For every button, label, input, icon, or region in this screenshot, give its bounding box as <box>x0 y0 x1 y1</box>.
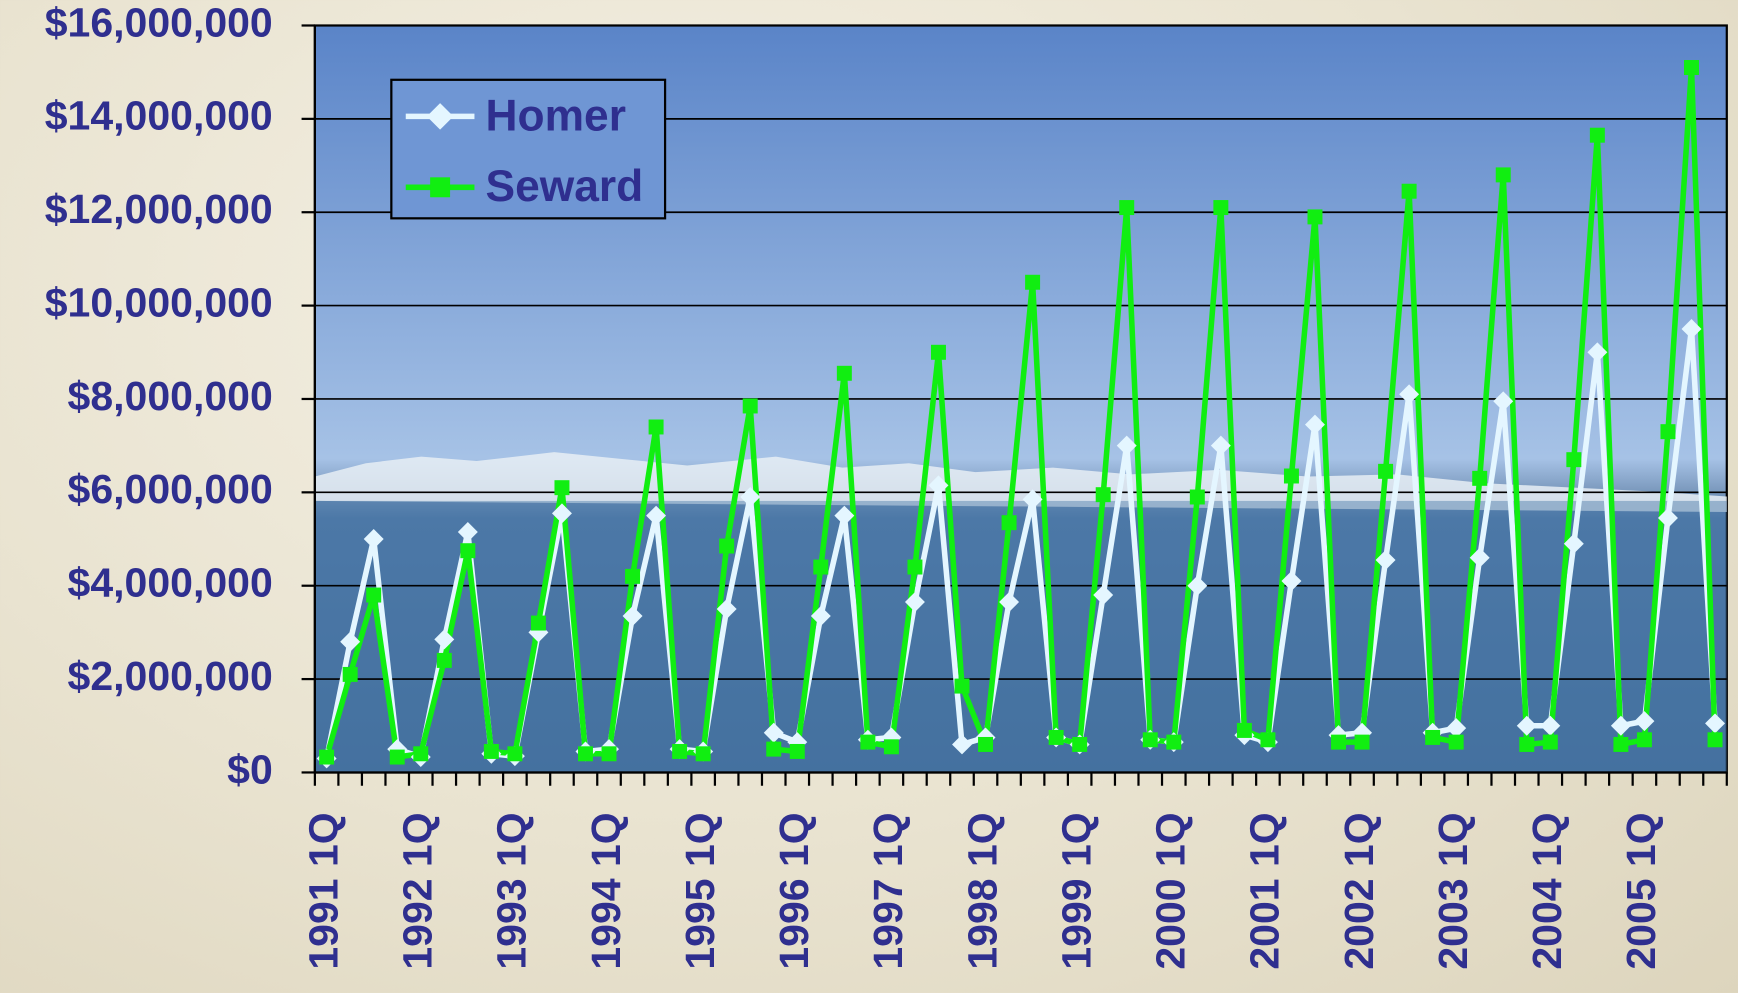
square-marker <box>1213 200 1228 215</box>
square-marker <box>1449 735 1464 750</box>
y-tick-label: $8,000,000 <box>68 373 273 419</box>
square-marker <box>1566 452 1581 467</box>
x-tick-label: 2005 1Q <box>1618 812 1664 969</box>
square-marker <box>907 560 922 575</box>
x-tick-label: 1996 1Q <box>771 812 817 969</box>
square-marker <box>484 744 499 759</box>
square-marker <box>1190 490 1205 505</box>
square-marker <box>531 616 546 631</box>
square-marker <box>1308 209 1323 224</box>
chart: Homer Seward $0 $2,000,000 $4,000,000 $6,000… <box>0 0 1738 993</box>
square-marker <box>1425 730 1440 745</box>
square-marker <box>1096 487 1111 502</box>
square-marker <box>1002 515 1017 530</box>
x-tick-label: 1994 1Q <box>583 812 629 969</box>
y-tick-label: $2,000,000 <box>68 653 273 699</box>
x-tick-label: 1992 1Q <box>395 812 441 969</box>
square-marker <box>1284 469 1299 484</box>
square-marker <box>719 539 734 554</box>
square-marker <box>578 746 593 761</box>
square-marker <box>649 420 664 435</box>
square-marker <box>366 588 381 603</box>
square-marker <box>1660 424 1675 439</box>
square-marker <box>790 744 805 759</box>
square-marker <box>1684 60 1699 75</box>
square-marker <box>1049 730 1064 745</box>
square-marker <box>1260 732 1275 747</box>
x-tick-label: 2003 1Q <box>1430 812 1476 969</box>
square-marker <box>1237 723 1252 738</box>
square-marker <box>1472 471 1487 486</box>
square-marker <box>1496 167 1511 182</box>
square-marker <box>884 739 899 754</box>
square-marker <box>1072 737 1087 752</box>
square-marker <box>1519 737 1534 752</box>
square-marker <box>743 398 758 413</box>
x-tick-label: 1998 1Q <box>959 812 1005 969</box>
x-tick-label: 2000 1Q <box>1148 812 1194 969</box>
square-marker <box>1025 275 1040 290</box>
square-marker <box>507 746 522 761</box>
x-tick-label: 2002 1Q <box>1336 812 1382 969</box>
square-marker <box>1143 732 1158 747</box>
square-marker <box>1402 184 1417 199</box>
x-tick-label: 2001 1Q <box>1242 812 1288 969</box>
y-tick-label: $12,000,000 <box>45 186 273 232</box>
square-marker <box>413 746 428 761</box>
x-tick-label: 1995 1Q <box>677 812 723 969</box>
square-marker <box>813 560 828 575</box>
square-marker <box>1355 735 1370 750</box>
square-marker <box>931 345 946 360</box>
y-tick-label: $10,000,000 <box>45 279 273 325</box>
square-marker <box>554 480 569 495</box>
page: {"chart_data": {"type": "line", "categor… <box>0 0 1738 993</box>
x-tick-label: 1991 1Q <box>300 812 346 969</box>
square-marker <box>1708 732 1723 747</box>
square-marker <box>1378 464 1393 479</box>
y-tick-label: $14,000,000 <box>45 93 273 139</box>
x-tick-label: 1997 1Q <box>865 812 911 969</box>
square-marker <box>978 737 993 752</box>
square-marker <box>1543 735 1558 750</box>
square-marker <box>1331 735 1346 750</box>
square-marker <box>430 177 450 197</box>
square-marker <box>1166 735 1181 750</box>
square-marker <box>1637 732 1652 747</box>
square-marker <box>437 653 452 668</box>
x-tick-label: 1993 1Q <box>489 812 535 969</box>
square-marker <box>602 746 617 761</box>
y-tick-label: $0 <box>227 746 273 792</box>
legend-label: Homer <box>486 91 626 140</box>
x-tick-label: 2004 1Q <box>1524 812 1570 969</box>
legend-label: Seward <box>486 162 644 211</box>
square-marker <box>390 750 405 765</box>
y-tick-label: $4,000,000 <box>68 560 273 606</box>
square-marker <box>343 667 358 682</box>
square-marker <box>837 366 852 381</box>
x-tick-label: 1999 1Q <box>1053 812 1099 969</box>
square-marker <box>1590 128 1605 143</box>
square-marker <box>625 569 640 584</box>
square-marker <box>1613 737 1628 752</box>
square-marker <box>766 742 781 757</box>
square-marker <box>860 735 875 750</box>
square-marker <box>672 744 687 759</box>
y-tick-label: $16,000,000 <box>45 0 273 45</box>
legend: Homer Seward <box>391 80 665 219</box>
square-marker <box>1119 200 1134 215</box>
square-marker <box>955 679 970 694</box>
y-tick-label: $6,000,000 <box>68 466 273 512</box>
square-marker <box>319 750 334 765</box>
square-marker <box>460 543 475 558</box>
square-marker <box>696 746 711 761</box>
